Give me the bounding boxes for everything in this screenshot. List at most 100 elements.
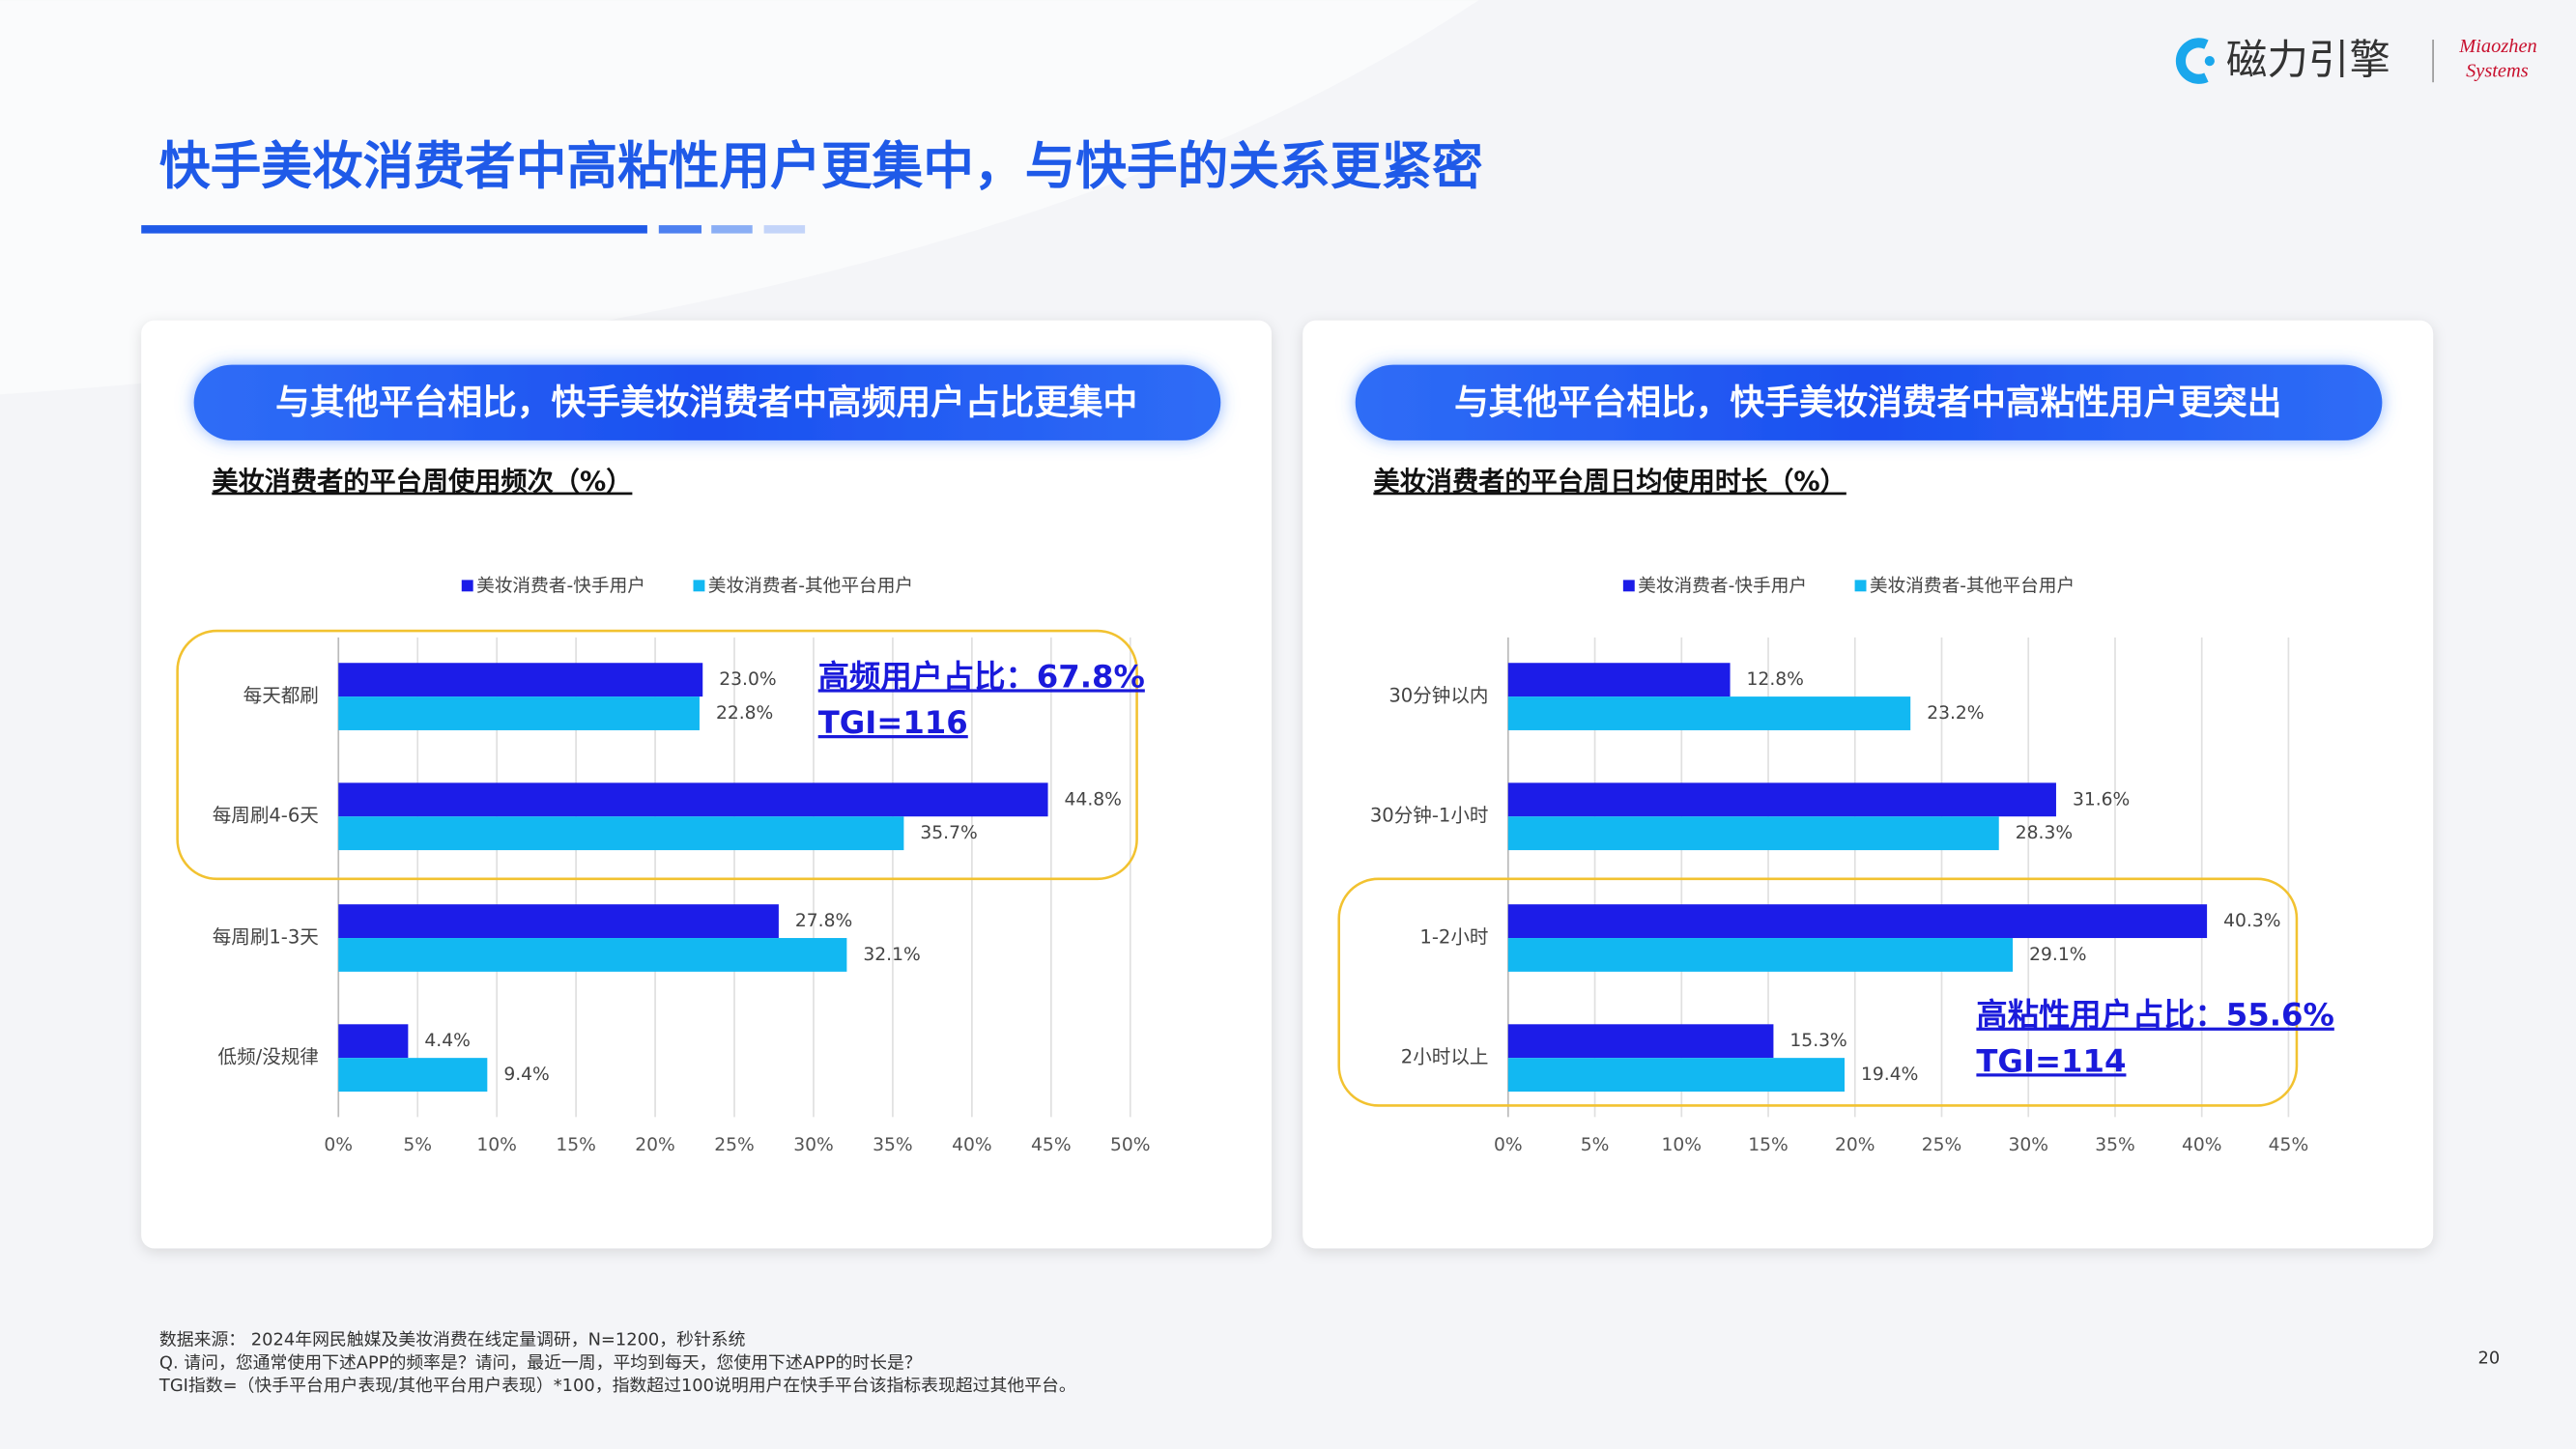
bg-shape: [0, 0, 1479, 395]
banner: [1355, 364, 2383, 440]
legend-swatch: [1854, 580, 1867, 592]
x-tick-label: 20%: [635, 1135, 675, 1155]
x-tick-label: 15%: [556, 1135, 596, 1155]
bar: [338, 1058, 488, 1093]
annotation: 高粘性用户占比：55.6%: [1976, 997, 2333, 1034]
x-tick-label: 0%: [1494, 1135, 1523, 1155]
legend-label: 美妆消费者-其他平台用户: [1870, 577, 2075, 597]
legend-label: 美妆消费者-其他平台用户: [708, 577, 913, 597]
x-tick-label: 0%: [324, 1135, 353, 1155]
x-tick-label: 45%: [1031, 1135, 1072, 1155]
y-tick-label: 1-2小时: [1419, 926, 1488, 949]
y-tick-label: 30分钟-1小时: [1370, 805, 1489, 827]
page-title: 快手美妆消费者中高粘性用户更集中，与快手的关系更紧密: [159, 137, 1483, 196]
logo-icon: [2175, 38, 2209, 84]
x-tick-label: 5%: [1581, 1135, 1610, 1155]
chart-title: 美妆消费者的平台周使用频次（%）: [212, 467, 632, 497]
banner: [193, 364, 1221, 440]
logo-brand: Systems: [2466, 61, 2529, 82]
footnote: 数据来源： 2024年网民触媒及美妆消费在线定量调研，N=1200，秒针系统: [159, 1330, 746, 1350]
x-tick-label: 50%: [1110, 1135, 1151, 1155]
bar: [338, 904, 779, 939]
charts: 与其他平台相比，快手美妆消费者中高频用户占比更集中美妆消费者的平台周使用频次（%…: [141, 320, 2434, 1249]
bar: [338, 1024, 409, 1059]
value-label: 27.8%: [795, 911, 852, 931]
y-tick-label: 30分钟以内: [1388, 685, 1488, 707]
bar: [1507, 663, 1731, 697]
value-label: 31.6%: [2073, 789, 2130, 810]
x-tick-label: 40%: [952, 1135, 992, 1155]
logo-brand: Miaozhen: [2458, 36, 2536, 57]
x-tick-label: 15%: [1748, 1135, 1789, 1155]
value-label: 23.0%: [719, 669, 776, 690]
chart: 与其他平台相比，快手美妆消费者中高频用户占比更集中美妆消费者的平台周使用频次（%…: [141, 320, 1272, 1249]
annotation: 高频用户占比：67.8%: [818, 658, 1145, 695]
page-number: 20: [2478, 1348, 2501, 1368]
title-underline: [658, 225, 702, 234]
bar: [338, 663, 703, 697]
x-tick-label: 30%: [793, 1135, 834, 1155]
highlight-box: [176, 629, 1138, 881]
logo-name: 磁力引擎: [2226, 37, 2390, 84]
bar: [1507, 938, 2014, 972]
bar: [338, 782, 1048, 817]
value-label: 15.3%: [1789, 1031, 1846, 1051]
y-tick-label: 每天都刷: [243, 685, 319, 707]
value-label: 12.8%: [1747, 669, 1804, 690]
x-tick-label: 30%: [2008, 1135, 2048, 1155]
bar: [1507, 1058, 1846, 1093]
y-tick-label: 2小时以上: [1401, 1046, 1489, 1068]
chart: 与其他平台相比，快手美妆消费者中高粘性用户更突出美妆消费者的平台周日均使用时长（…: [1302, 320, 2434, 1249]
x-tick-label: 10%: [1662, 1135, 1703, 1155]
annotation: TGI=114: [1976, 1042, 2126, 1079]
x-tick-label: 40%: [2182, 1135, 2222, 1155]
x-tick-label: 25%: [1922, 1135, 1962, 1155]
y-tick-label: 低频/没规律: [218, 1046, 319, 1068]
value-label: 29.1%: [2029, 945, 2086, 965]
value-label: 44.8%: [1065, 789, 1122, 810]
x-tick-label: 10%: [476, 1135, 517, 1155]
y-tick-label: 每周刷1-3天: [213, 926, 319, 949]
title-underline: [141, 225, 647, 234]
logo: 磁力引擎 Miaozhen Systems: [2175, 36, 2537, 84]
value-label: 22.8%: [716, 703, 773, 724]
value-label: 40.3%: [2223, 911, 2280, 931]
value-label: 35.7%: [920, 823, 977, 843]
footnote: Q. 请问，您通常使用下述APP的频率是？请问，最近一周，平均到每天，您使用下述…: [159, 1352, 922, 1373]
logo-icon: [2204, 55, 2215, 67]
legend-label: 美妆消费者-快手用户: [1638, 577, 1807, 597]
bar: [1507, 782, 2056, 817]
bar: [338, 696, 700, 730]
value-label: 9.4%: [503, 1065, 549, 1085]
x-tick-label: 45%: [2269, 1135, 2309, 1155]
chart-title: 美妆消费者的平台周日均使用时长（%）: [1373, 467, 1846, 497]
x-tick-label: 35%: [873, 1135, 913, 1155]
x-tick-label: 20%: [1835, 1135, 1875, 1155]
value-label: 28.3%: [2016, 823, 2073, 843]
value-label: 23.2%: [1927, 703, 1984, 724]
legend-swatch: [693, 580, 705, 592]
bar: [338, 938, 847, 972]
bar: [1507, 696, 1911, 730]
bar: [1507, 1024, 1774, 1059]
title-underline: [763, 225, 806, 234]
title-underline: [711, 225, 753, 234]
value-label: 4.4%: [424, 1031, 470, 1051]
highlight-box: [1337, 877, 2299, 1107]
legend-swatch: [1622, 580, 1635, 592]
footnote: TGI指数=（快手平台用户表现/其他平台用户表现）*100，指数超过100说明用…: [158, 1376, 1076, 1396]
bar: [1507, 904, 2208, 939]
value-label: 32.1%: [863, 945, 920, 965]
value-label: 19.4%: [1861, 1065, 1918, 1085]
legend-label: 美妆消费者-快手用户: [476, 577, 645, 597]
annotation: TGI=116: [818, 704, 968, 741]
bar: [338, 816, 904, 851]
banner-text: 与其他平台相比，快手美妆消费者中高频用户占比更集中: [275, 383, 1137, 422]
banner-text: 与其他平台相比，快手美妆消费者中高粘性用户更突出: [1454, 383, 2282, 422]
x-tick-label: 25%: [714, 1135, 755, 1155]
legend-swatch: [461, 580, 473, 592]
x-tick-label: 5%: [403, 1135, 432, 1155]
x-tick-label: 35%: [2095, 1135, 2135, 1155]
